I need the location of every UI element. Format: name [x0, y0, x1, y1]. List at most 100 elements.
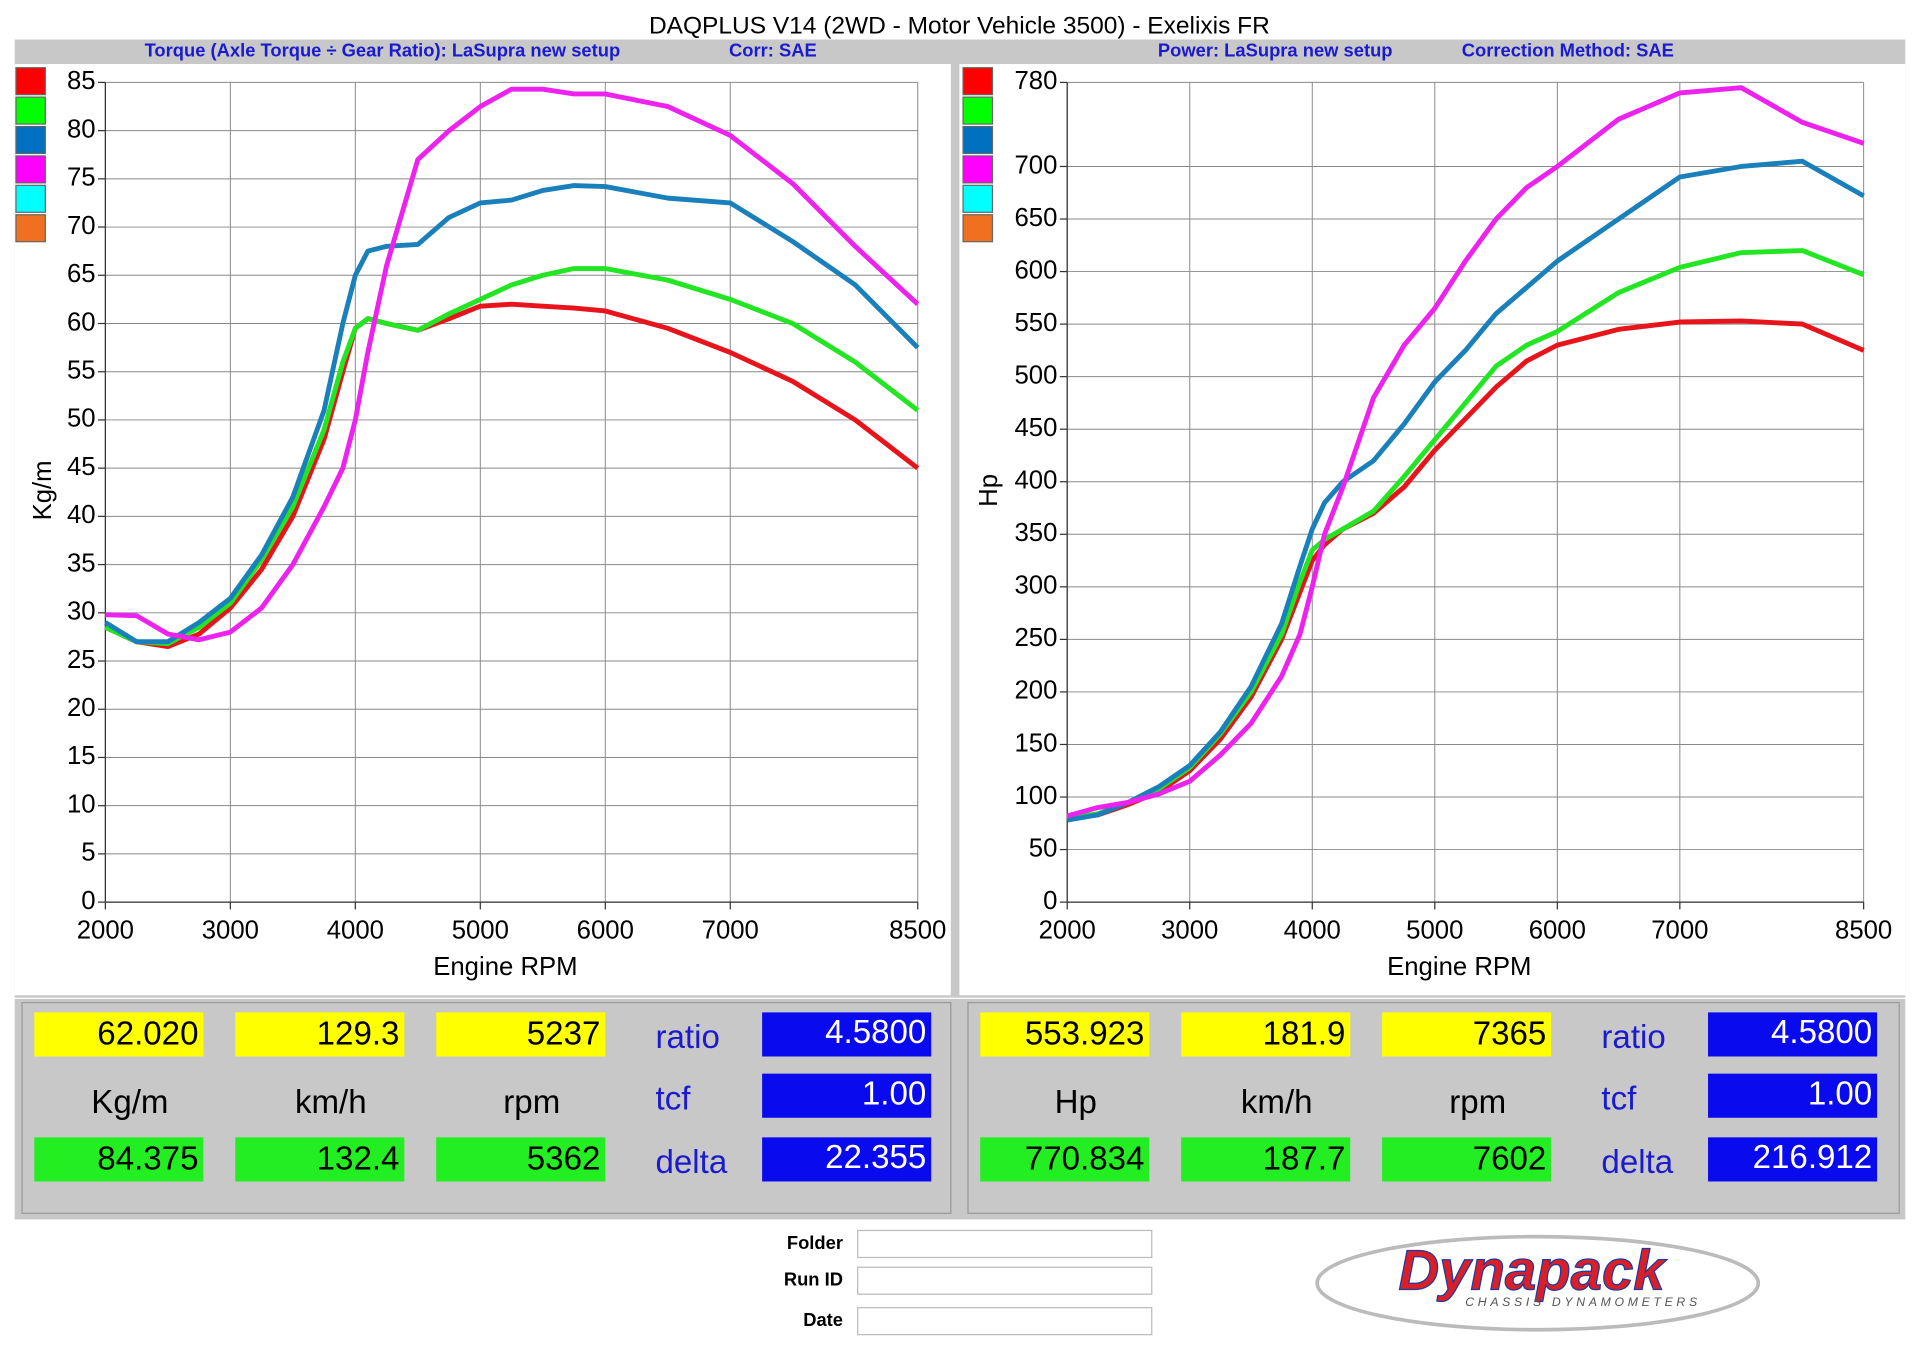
y-tick-label: 100 — [1014, 782, 1057, 810]
readout-value: 553.923 — [1025, 1015, 1145, 1052]
x-tick-label: 4000 — [1284, 916, 1341, 944]
y-tick-label: 250 — [1014, 624, 1057, 652]
y-tick-label: 20 — [67, 694, 96, 722]
readout-cell — [436, 1137, 606, 1182]
readout-cell — [235, 1137, 405, 1182]
readout-cell — [1382, 1137, 1552, 1182]
legend-swatch[interactable] — [15, 214, 46, 243]
readout-cell — [436, 1012, 606, 1057]
readout-unit: rpm — [1449, 1084, 1506, 1121]
readout-unit: rpm — [503, 1084, 560, 1121]
series-line — [104, 183, 920, 645]
x-tick-label: 6000 — [1529, 916, 1586, 944]
param-cell — [1708, 1137, 1878, 1182]
readout-box — [21, 1001, 952, 1214]
param-value: 4.5800 — [825, 1014, 926, 1051]
readout-cell — [1181, 1012, 1351, 1057]
x-tick-label: 5000 — [452, 916, 509, 944]
y-axis-label: Kg/m — [29, 460, 57, 520]
chart-subtitle: Power: LaSupra new setup — [1158, 40, 1393, 61]
series-line — [1066, 158, 1865, 823]
readout-box — [967, 1001, 1900, 1214]
y-tick-label: 30 — [67, 598, 96, 626]
param-label: delta — [656, 1144, 728, 1181]
readout-value: 7365 — [1473, 1015, 1547, 1052]
legend-swatch[interactable] — [962, 125, 994, 155]
y-tick-label: 25 — [67, 646, 96, 674]
y-tick-label: 60 — [67, 308, 96, 336]
logo-sub: CHASSIS DYNAMOMETERS — [1465, 1295, 1701, 1309]
readout-cell — [980, 1137, 1150, 1182]
x-tick-label: 8500 — [1835, 916, 1892, 944]
readout-value: 770.834 — [1025, 1140, 1145, 1177]
y-tick-label: 50 — [67, 405, 96, 433]
readout-cell — [1382, 1012, 1552, 1057]
readout-value: 181.9 — [1263, 1015, 1346, 1052]
y-tick-label: 500 — [1014, 361, 1057, 389]
legend-swatch[interactable] — [962, 184, 994, 213]
x-tick-label: 2000 — [1039, 916, 1096, 944]
y-tick-label: 300 — [1014, 572, 1057, 600]
readout-value: 5362 — [527, 1140, 601, 1177]
readout-cell — [1181, 1137, 1351, 1182]
y-tick-label: 65 — [67, 260, 96, 288]
param-cell — [1708, 1012, 1878, 1057]
field-input[interactable] — [857, 1266, 1153, 1295]
field-input[interactable] — [857, 1229, 1153, 1259]
legend-swatch[interactable] — [15, 67, 46, 96]
x-tick-label: 7000 — [1651, 916, 1708, 944]
y-tick-label: 5 — [81, 839, 95, 867]
legend-swatch[interactable] — [15, 96, 46, 125]
legend-swatch[interactable] — [15, 184, 46, 213]
y-tick-label: 700 — [1014, 151, 1057, 179]
legend-swatch[interactable] — [962, 67, 994, 96]
x-tick-label: 5000 — [1406, 916, 1463, 944]
chart-correction: Correction Method: SAE — [1462, 40, 1674, 61]
y-tick-label: 55 — [67, 357, 96, 385]
app-title: DAQPLUS V14 (2WD - Motor Vehicle 3500) -… — [649, 13, 1270, 40]
readout-value: 84.375 — [97, 1140, 198, 1177]
series-line — [1066, 85, 1865, 819]
x-tick-label: 6000 — [577, 916, 634, 944]
param-cell — [1708, 1073, 1878, 1118]
field-label: Date — [803, 1309, 843, 1330]
logo-swoosh — [1315, 1234, 1761, 1332]
readout-unit: Hp — [1055, 1084, 1097, 1121]
readout-unit: km/h — [295, 1084, 367, 1121]
readout-value: 129.3 — [317, 1015, 400, 1052]
field-input[interactable] — [857, 1307, 1153, 1336]
x-tick-label: 4000 — [327, 916, 384, 944]
x-tick-label: 7000 — [702, 916, 759, 944]
y-tick-label: 550 — [1014, 309, 1057, 337]
readout-cell — [235, 1012, 405, 1057]
readout-value: 187.7 — [1263, 1140, 1346, 1177]
y-tick-label: 150 — [1014, 729, 1057, 757]
param-cell — [762, 1012, 932, 1057]
y-tick-label: 600 — [1014, 256, 1057, 284]
left-chart-bg — [14, 64, 951, 996]
readout-value: 7602 — [1473, 1140, 1547, 1177]
y-tick-label: 780 — [1014, 67, 1057, 95]
param-cell — [762, 1137, 932, 1182]
readout-unit: km/h — [1241, 1084, 1313, 1121]
y-tick-label: 15 — [67, 742, 96, 770]
y-tick-label: 75 — [67, 164, 96, 192]
readout-cell — [34, 1012, 204, 1057]
param-label: ratio — [1601, 1019, 1665, 1056]
field-label: Run ID — [784, 1269, 843, 1290]
y-tick-label: 350 — [1014, 519, 1057, 547]
legend-swatch[interactable] — [962, 96, 994, 125]
legend-swatch[interactable] — [15, 125, 46, 155]
y-tick-label: 80 — [67, 115, 96, 143]
param-label: ratio — [656, 1019, 720, 1056]
readout-value: 62.020 — [97, 1015, 198, 1052]
logo: Dynapack — [1398, 1238, 1667, 1301]
y-tick-label: 400 — [1014, 467, 1057, 495]
x-tick-label: 2000 — [77, 916, 134, 944]
legend-swatch[interactable] — [962, 214, 994, 243]
y-tick-label: 450 — [1014, 414, 1057, 442]
legend-swatch[interactable] — [962, 155, 994, 184]
x-tick-label: 8500 — [889, 916, 946, 944]
legend-swatch[interactable] — [15, 155, 46, 184]
